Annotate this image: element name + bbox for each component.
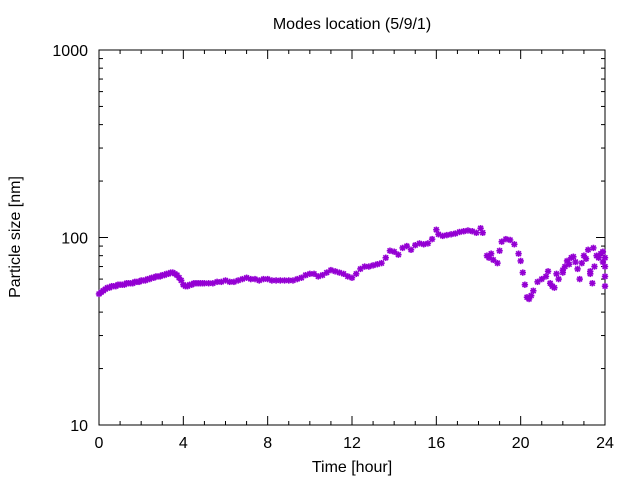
data-point (487, 250, 495, 257)
data-point (530, 287, 537, 294)
y-tick-label: 100 (61, 231, 88, 248)
x-tick-label: 16 (427, 435, 445, 452)
y-axis-label: Particle size [nm] (7, 176, 24, 298)
data-point (563, 257, 571, 265)
data-point (511, 241, 518, 248)
x-tick-label: 8 (263, 435, 272, 452)
data-point (378, 259, 385, 267)
data-point (517, 257, 524, 265)
data-point (559, 269, 567, 276)
data-point (395, 251, 402, 258)
data-point (428, 235, 436, 243)
x-axis-ticks: 0 4 8 12 16 20 24 (95, 50, 614, 452)
data-point (424, 240, 432, 247)
data-point (570, 253, 577, 260)
data-point (574, 265, 581, 273)
data-point (473, 229, 480, 236)
chart-title: Modes location (5/9/1) (273, 16, 431, 33)
data-point (551, 284, 558, 291)
data-point (528, 292, 535, 299)
data-point (456, 228, 463, 236)
y-axis-ticks: 10 100 1000 (52, 43, 605, 435)
data-point (591, 263, 598, 270)
data-point (218, 278, 225, 286)
data-point (464, 227, 472, 234)
data-point (593, 252, 600, 259)
data-points (95, 225, 609, 303)
x-tick-label: 0 (95, 435, 104, 452)
data-point (357, 265, 364, 273)
data-point (251, 275, 259, 283)
plot-frame (98, 49, 606, 426)
data-point (515, 250, 522, 257)
data-point (496, 247, 503, 254)
data-point (599, 248, 607, 255)
data-point (494, 259, 501, 267)
data-point (601, 254, 609, 261)
data-point (506, 236, 514, 244)
data-point (590, 244, 597, 252)
data-point (521, 281, 529, 288)
data-point (601, 273, 609, 280)
data-point (390, 248, 398, 255)
data-point (587, 268, 594, 275)
y-tick-label: 10 (70, 418, 88, 435)
data-point (601, 263, 609, 270)
data-point (479, 229, 486, 236)
x-tick-label: 4 (179, 435, 188, 452)
data-point (576, 275, 583, 283)
x-axis-label: Time [hour] (312, 459, 392, 476)
x-tick-label: 12 (343, 435, 361, 452)
data-point (534, 278, 541, 286)
data-point (289, 277, 297, 284)
data-point (542, 273, 550, 280)
x-tick-label: 20 (512, 435, 530, 452)
data-point (584, 246, 592, 253)
data-point (578, 259, 586, 267)
data-point (582, 255, 590, 262)
data-point (340, 270, 347, 278)
data-point (382, 254, 389, 261)
data-point (572, 258, 579, 266)
data-point (601, 282, 609, 290)
data-point (353, 270, 360, 278)
data-point (348, 274, 356, 281)
y-tick-label: 1000 (52, 43, 88, 60)
data-point (589, 280, 596, 287)
data-point (407, 246, 415, 253)
data-point (553, 270, 560, 278)
x-tick-label: 24 (596, 435, 614, 452)
data-point (519, 269, 526, 276)
data-point (555, 275, 562, 283)
data-point (544, 268, 552, 275)
